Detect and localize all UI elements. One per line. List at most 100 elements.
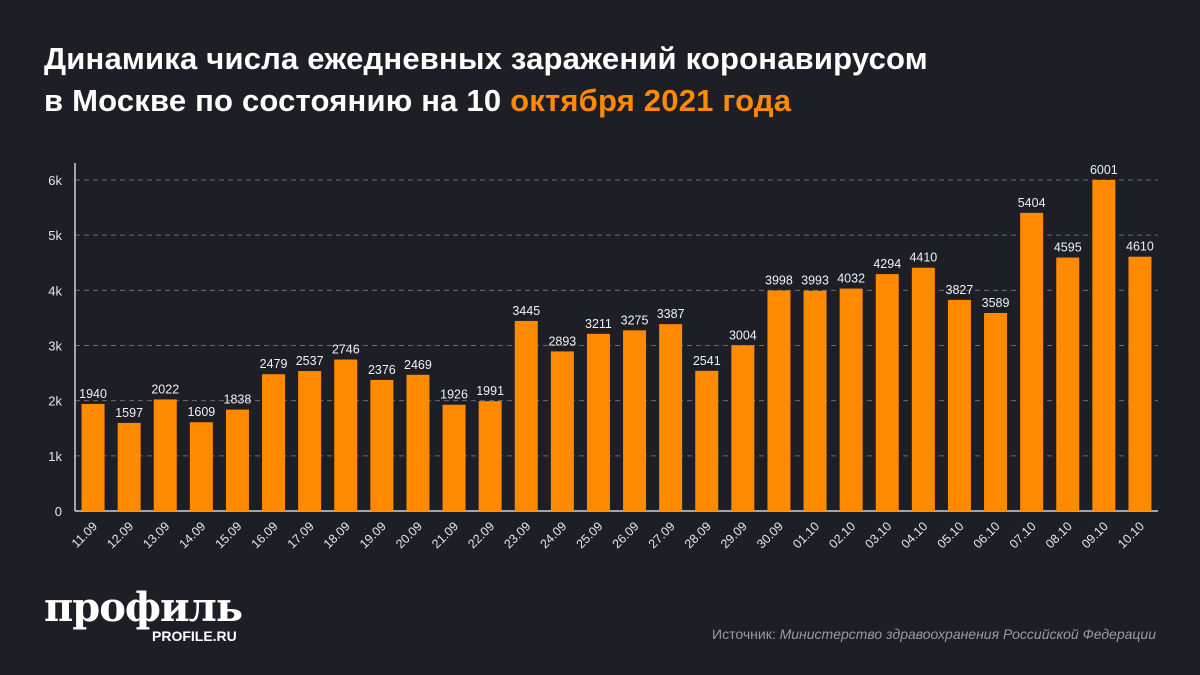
bar (1056, 257, 1080, 511)
bar (767, 290, 791, 511)
title-line-2: в Москве по состоянию на 10 октября 2021… (44, 80, 928, 122)
data-label: 2893 (548, 334, 576, 348)
data-label: 1991 (476, 384, 504, 398)
data-label: 3827 (946, 283, 974, 297)
bar (81, 403, 105, 511)
data-label: 4410 (909, 251, 937, 265)
data-label: 1838 (224, 393, 252, 407)
bar (442, 404, 466, 511)
y-tick-label: 3k (48, 339, 62, 354)
data-label: 1926 (440, 388, 468, 402)
x-tick-label: 26.09 (610, 519, 642, 551)
x-tick-label: 15.09 (213, 519, 245, 551)
data-label: 1597 (115, 406, 143, 420)
x-tick-label: 01.10 (790, 519, 822, 551)
x-tick-label: 21.09 (429, 519, 461, 551)
bar (370, 379, 394, 511)
data-label: 2469 (404, 358, 432, 372)
data-label: 3589 (982, 296, 1010, 310)
data-label: 2537 (296, 354, 324, 368)
bar (225, 409, 249, 511)
data-label: 3998 (765, 273, 793, 287)
x-tick-label: 07.10 (1007, 519, 1039, 551)
data-label: 4610 (1126, 240, 1154, 254)
x-tick-label: 13.09 (140, 519, 172, 551)
x-tick-label: 24.09 (537, 519, 569, 551)
bar (984, 313, 1008, 511)
source-text: Министерство здравоохранения Российской … (779, 626, 1156, 642)
x-tick-label: 30.09 (754, 519, 786, 551)
bar (731, 345, 755, 511)
x-tick-label: 18.09 (321, 519, 353, 551)
source-prefix: Источник: (712, 626, 776, 642)
data-label: 2022 (151, 382, 179, 396)
x-tick-label: 02.10 (826, 519, 858, 551)
y-tick-label: 0 (55, 504, 62, 519)
bar (947, 299, 971, 511)
y-tick-label: 6k (48, 173, 62, 188)
x-tick-label: 11.09 (69, 519, 100, 550)
bar (1020, 212, 1044, 511)
bar (298, 371, 322, 511)
bar (334, 359, 358, 511)
data-label: 3211 (585, 317, 612, 331)
data-label: 2479 (260, 357, 288, 371)
x-tick-label: 14.09 (176, 519, 208, 551)
x-tick-label: 29.09 (718, 519, 750, 551)
data-label: 1940 (79, 387, 107, 401)
bar (911, 267, 935, 511)
data-label: 3275 (621, 313, 649, 327)
x-tick-label: 09.10 (1079, 519, 1111, 551)
bar (623, 330, 647, 511)
title-line-1: Динамика числа ежедневных заражений коро… (44, 41, 928, 76)
bar (1128, 256, 1152, 511)
data-label: 4032 (837, 272, 865, 286)
x-tick-label: 10.10 (1115, 519, 1147, 551)
y-tick-label: 1k (48, 449, 62, 464)
bar (875, 274, 899, 511)
bar (153, 399, 177, 511)
bar (803, 290, 827, 511)
source-note: Источник: Министерство здравоохранения Р… (712, 626, 1156, 642)
bar (189, 422, 213, 511)
bar (550, 351, 574, 511)
data-label: 3445 (512, 304, 540, 318)
x-tick-label: 25.09 (574, 519, 606, 551)
x-tick-label: 03.10 (862, 519, 894, 551)
x-tick-label: 06.10 (971, 519, 1003, 551)
bar (514, 320, 538, 511)
data-label: 2746 (332, 343, 360, 357)
bar (586, 333, 610, 511)
bar (406, 374, 430, 511)
data-label: 5404 (1018, 196, 1046, 210)
data-label: 1609 (187, 405, 215, 419)
logo: профиль (44, 584, 243, 631)
x-tick-label: 05.10 (935, 519, 967, 551)
logo-url: PROFILE.RU (152, 628, 237, 644)
data-label: 2376 (368, 363, 396, 377)
data-label: 4294 (873, 257, 901, 271)
x-tick-label: 16.09 (249, 519, 281, 551)
bar (117, 422, 141, 511)
x-tick-label: 28.09 (682, 519, 714, 551)
y-tick-label: 5k (48, 228, 62, 243)
y-tick-label: 4k (48, 283, 62, 298)
x-tick-label: 19.09 (357, 519, 389, 551)
x-tick-label: 27.09 (646, 519, 678, 551)
bar (659, 324, 683, 511)
x-tick-label: 23.09 (501, 519, 533, 551)
title-highlight: октября 2021 года (510, 83, 792, 118)
x-tick-label: 08.10 (1043, 519, 1075, 551)
bar (262, 374, 286, 511)
x-tick-label: 04.10 (898, 519, 930, 551)
data-label: 4595 (1054, 241, 1082, 255)
data-label: 3387 (657, 307, 685, 321)
bar (695, 370, 719, 511)
y-tick-label: 2k (48, 394, 62, 409)
bar (1092, 179, 1116, 512)
x-tick-label: 17.09 (285, 519, 317, 551)
data-label: 3004 (729, 328, 757, 342)
bar (478, 401, 502, 511)
data-label: 6001 (1090, 163, 1118, 177)
chart-title: Динамика числа ежедневных заражений коро… (44, 38, 928, 122)
